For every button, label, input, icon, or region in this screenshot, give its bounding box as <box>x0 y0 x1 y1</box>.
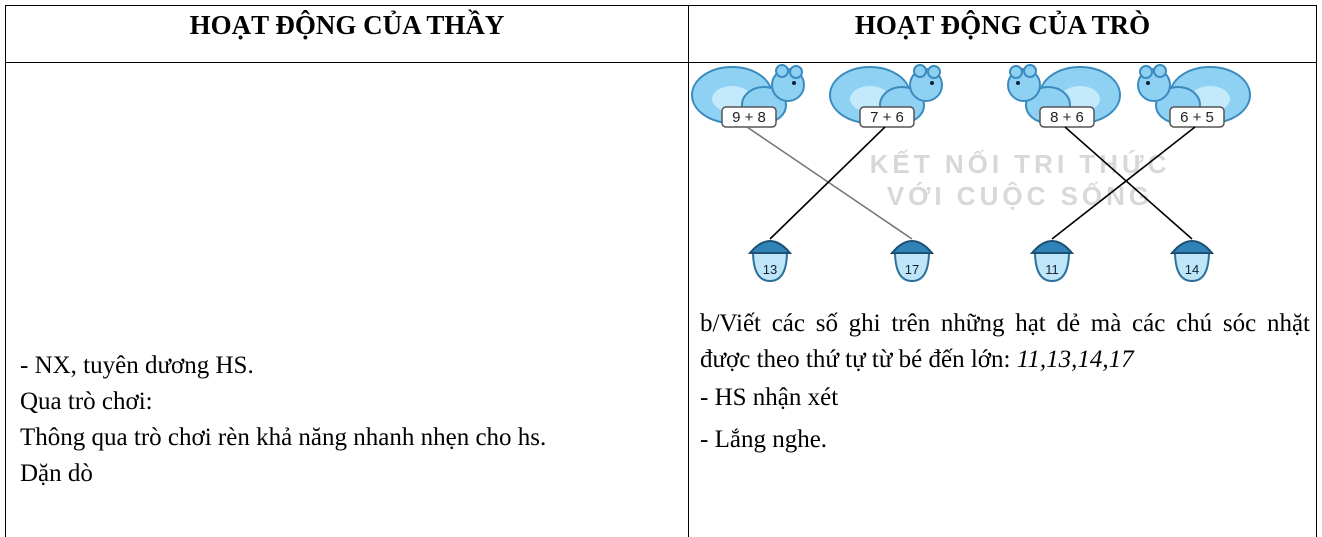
line: Qua trò chơi: <box>20 388 153 415</box>
connector <box>769 126 886 240</box>
line: Dặn dò <box>20 460 93 487</box>
border <box>5 5 1317 6</box>
ear <box>1139 65 1153 79</box>
label-box <box>1169 106 1225 128</box>
line: - HS nhận xét <box>700 384 839 411</box>
eye <box>1146 81 1150 85</box>
border <box>688 5 689 537</box>
squirrel-label: 8 + 6 <box>1050 109 1084 126</box>
squirrel-label: 6 + 5 <box>1180 109 1214 126</box>
border <box>5 62 1317 63</box>
right-text: b/Viết các số ghi trên những hạt dẻ mà c… <box>700 306 1310 458</box>
acorn-cap <box>889 240 935 254</box>
connector <box>1051 126 1196 240</box>
acorn-body <box>893 250 931 283</box>
border <box>1316 5 1317 537</box>
line: - Lắng nghe. <box>700 426 828 453</box>
label-box <box>1039 106 1095 128</box>
line: - NX, tuyên dương HS. <box>20 352 254 379</box>
watermark: KẾT NỐI TRI THỨC <box>870 149 1171 179</box>
acorn-body <box>1033 250 1071 283</box>
acorn-body <box>751 250 789 283</box>
acorn-cap <box>1169 240 1215 254</box>
eye <box>1016 81 1020 85</box>
ear <box>775 64 789 78</box>
label-box <box>859 106 915 128</box>
connector <box>746 126 913 240</box>
acorn-cap <box>1029 240 1075 254</box>
ear <box>913 64 927 78</box>
acorn-body <box>1173 250 1211 283</box>
squirrel-label: 7 + 6 <box>870 109 904 126</box>
ear <box>1023 64 1037 78</box>
squirrel-label: 9 + 8 <box>732 109 766 126</box>
task: b/Viết các số ghi trên những hạt dẻ mà c… <box>700 310 1310 373</box>
ear <box>1009 65 1023 79</box>
ear <box>1153 64 1167 78</box>
answer: 11,13,14,17 <box>1016 346 1134 373</box>
eye <box>930 81 934 85</box>
acorn-cap <box>747 240 793 254</box>
acorn-label: 13 <box>763 262 777 277</box>
border <box>5 5 6 537</box>
label-box <box>721 106 777 128</box>
ear <box>789 65 803 79</box>
header-cell: HOẠT ĐỘNG CỦA TRÒ <box>854 10 1151 40</box>
acorn-label: 11 <box>1045 262 1059 277</box>
eye <box>792 81 796 85</box>
header-cell: HOẠT ĐỘNG CỦA THẦY <box>189 10 505 40</box>
acorn-label: 17 <box>905 262 919 277</box>
left-text: - NX, tuyên dương HS. Qua trò chơi: Thôn… <box>20 348 680 492</box>
connector <box>1064 126 1193 240</box>
watermark: VỚI CUỘC SỐNG <box>887 181 1153 211</box>
acorn-label: 14 <box>1185 262 1199 277</box>
line: Thông qua trò chơi rèn khả năng nhanh nh… <box>20 424 547 451</box>
ear <box>927 65 941 79</box>
